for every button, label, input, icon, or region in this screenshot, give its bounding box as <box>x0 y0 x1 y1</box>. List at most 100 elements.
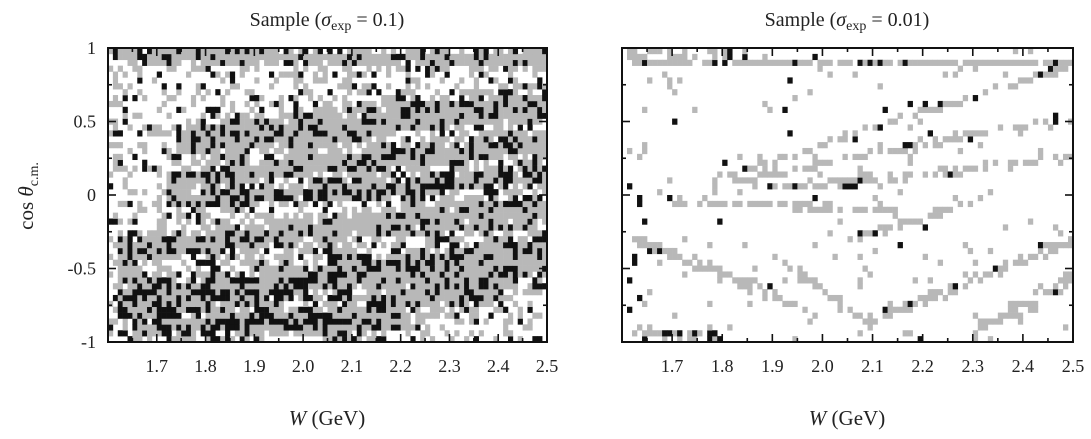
heatmap-cell <box>488 136 494 143</box>
heatmap-cell <box>322 183 328 190</box>
heatmap-cell <box>410 124 416 131</box>
heatmap-cell <box>527 212 533 219</box>
heatmap-cell <box>249 294 255 302</box>
heatmap-cell <box>147 300 153 308</box>
heatmap-cell <box>254 300 260 308</box>
heatmap-cell <box>797 277 803 284</box>
heatmap-cell <box>922 294 928 302</box>
heatmap-cell <box>298 318 304 325</box>
heatmap-cell <box>982 324 989 331</box>
heatmap-cell <box>351 189 358 196</box>
heatmap-cell <box>332 312 338 319</box>
heatmap-cell <box>902 300 908 308</box>
heatmap-cell <box>1067 59 1074 66</box>
heatmap-cell <box>454 200 460 208</box>
heatmap-cell <box>420 177 426 184</box>
heatmap-cell <box>410 230 416 237</box>
heatmap-cell <box>259 171 265 178</box>
heatmap-cell <box>293 77 299 84</box>
heatmap-cell <box>127 265 133 272</box>
heatmap-cell <box>842 183 848 190</box>
heatmap-cell <box>857 330 863 337</box>
heatmap-cell <box>444 112 450 119</box>
heatmap-cell <box>147 236 153 243</box>
heatmap-cell <box>503 142 509 149</box>
heatmap-cell <box>225 165 231 172</box>
heatmap-cell <box>220 312 226 319</box>
heatmap-cell <box>444 259 450 266</box>
heatmap-cell <box>877 59 883 66</box>
heatmap-cell <box>444 159 450 166</box>
heatmap-cell <box>259 236 265 243</box>
heatmap-cell <box>972 65 979 72</box>
heatmap-cell <box>493 142 499 149</box>
heatmap-cell <box>498 100 504 108</box>
heatmap-cell <box>682 236 688 243</box>
heatmap-cell <box>967 136 974 143</box>
heatmap-cell <box>356 265 362 272</box>
heatmap-cell <box>332 153 338 161</box>
heatmap-cell <box>234 136 240 143</box>
heatmap-cell <box>415 100 421 108</box>
heatmap-cell <box>752 200 758 208</box>
heatmap-cell <box>707 242 713 249</box>
heatmap-cell <box>264 271 270 278</box>
heatmap-cell <box>376 177 382 184</box>
heatmap-cell <box>662 247 668 255</box>
heatmap-cell <box>867 271 873 278</box>
heatmap-cell <box>507 277 514 284</box>
heatmap-cell <box>1027 77 1034 84</box>
heatmap-cell <box>542 95 548 102</box>
heatmap-cell <box>288 236 294 243</box>
heatmap-cell <box>176 206 182 213</box>
heatmap-cell <box>459 89 465 96</box>
heatmap-cell <box>892 147 898 155</box>
heatmap-cell <box>498 224 504 231</box>
heatmap-cell <box>962 271 969 278</box>
heatmap-cell <box>732 59 738 66</box>
heatmap-cell <box>390 159 397 166</box>
heatmap-cell <box>767 106 773 113</box>
heatmap-cell <box>337 177 343 184</box>
heatmap-cell <box>1052 283 1059 290</box>
heatmap-cell <box>439 65 445 72</box>
heatmap-cell <box>1037 147 1044 155</box>
heatmap-cell <box>429 195 436 202</box>
heatmap-cell <box>142 206 148 213</box>
heatmap-cell <box>415 159 421 166</box>
heatmap-cell <box>151 283 158 290</box>
heatmap-cell <box>112 83 119 90</box>
heatmap-cell <box>987 318 994 325</box>
heatmap-cell <box>512 106 519 113</box>
heatmap-cell <box>376 189 382 196</box>
heatmap-cell <box>244 330 250 337</box>
heatmap-cell <box>459 171 465 178</box>
heatmap-cell <box>278 265 284 272</box>
heatmap-cell <box>273 277 280 284</box>
heatmap-cell <box>147 294 153 302</box>
heatmap-cell <box>249 277 255 284</box>
heatmap-cell <box>512 242 519 249</box>
heatmap-cell <box>1052 112 1059 119</box>
heatmap-cell <box>112 130 119 137</box>
heatmap-cell <box>268 212 275 219</box>
heatmap-cell <box>395 318 401 325</box>
heatmap-cell <box>273 159 280 166</box>
heatmap-cell <box>488 195 494 202</box>
heatmap-cell <box>225 330 231 337</box>
heatmap-cell <box>132 271 138 278</box>
heatmap-cell <box>420 218 426 225</box>
heatmap-cell <box>181 294 187 302</box>
heatmap-cell <box>210 300 216 308</box>
heatmap-cell <box>512 212 519 219</box>
heatmap-cell <box>429 218 436 225</box>
heatmap-cell <box>122 265 128 272</box>
heatmap-cell <box>137 283 143 290</box>
heatmap-cell <box>293 95 299 102</box>
heatmap-cell <box>792 59 798 66</box>
heatmap-cell <box>712 265 718 272</box>
heatmap-cell <box>298 165 304 172</box>
heatmap-cell <box>239 318 245 325</box>
heatmap-cell <box>488 294 494 302</box>
heatmap-cell <box>742 283 748 290</box>
